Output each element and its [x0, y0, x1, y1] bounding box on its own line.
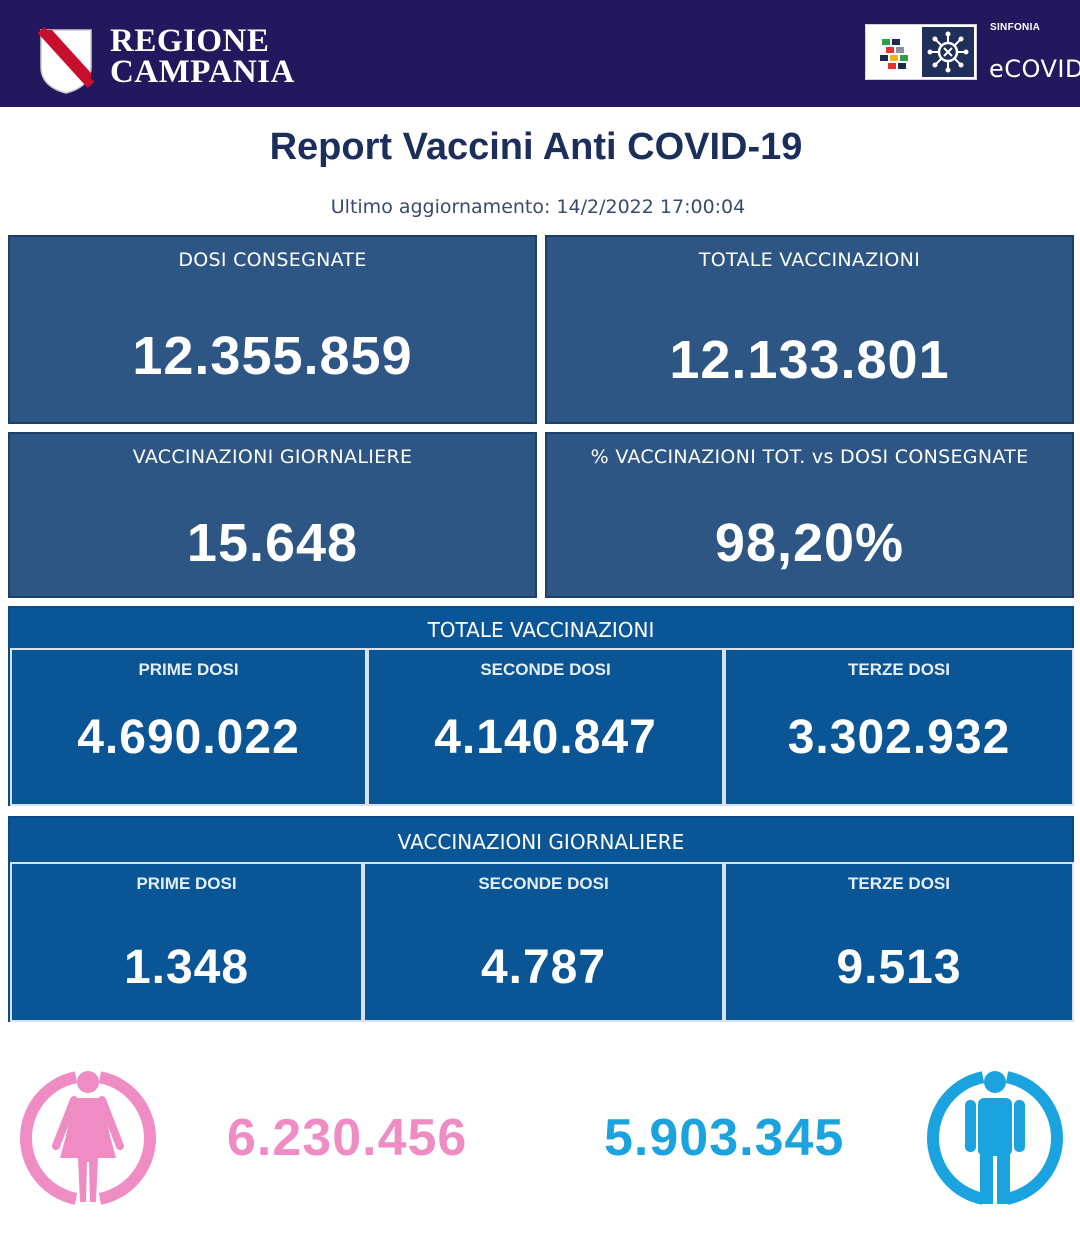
- partner-name: eCOVID: [989, 55, 1080, 83]
- cell-value: 3.302.932: [787, 711, 1011, 764]
- regione-campania-crest-icon: [38, 27, 94, 94]
- tile-value: 98,20%: [714, 513, 905, 573]
- last-updated: Ultimo aggiornamento: 14/2/2022 17:00:04: [330, 196, 746, 218]
- cell-seconde-dosi: SECONDE DOSI 4.787: [363, 862, 724, 1022]
- cell-value: 9.513: [836, 941, 962, 994]
- tile-percentuale: % VACCINAZIONI TOT. vs DOSI CONSEGNATE 9…: [545, 432, 1074, 598]
- tile-dosi-consegnate: DOSI CONSEGNATE 12.355.859: [8, 235, 537, 424]
- female-person-icon: [20, 1067, 156, 1209]
- cell-value: 4.140.847: [434, 711, 657, 764]
- cell-seconde-dosi: SECONDE DOSI 4.140.847: [367, 648, 724, 806]
- sinfonia-blocks-icon: [880, 39, 908, 69]
- cell-label: SECONDE DOSI: [478, 874, 609, 893]
- cell-label: TERZE DOSI: [847, 874, 950, 893]
- male-person-icon: [927, 1067, 1063, 1209]
- panel-heading: TOTALE VACCINAZIONI: [427, 618, 655, 642]
- tile-totale-vaccinazioni: TOTALE VACCINAZIONI 12.133.801: [545, 235, 1074, 424]
- panel-vaccinazioni-giornaliere: VACCINAZIONI GIORNALIERE PRIME DOSI 1.34…: [8, 816, 1074, 1022]
- page-title: Report Vaccini Anti COVID-19: [269, 126, 803, 168]
- tile-value: 12.133.801: [669, 330, 950, 390]
- cell-prime-dosi: PRIME DOSI 1.348: [10, 862, 363, 1022]
- panel-heading: VACCINAZIONI GIORNALIERE: [397, 830, 685, 854]
- tile-vaccinazioni-giornaliere: VACCINAZIONI GIORNALIERE 15.648: [8, 432, 537, 598]
- tile-label: TOTALE VACCINAZIONI: [698, 249, 921, 271]
- cell-label: TERZE DOSI: [847, 660, 950, 679]
- cell-label: SECONDE DOSI: [480, 660, 611, 679]
- tile-label: DOSI CONSEGNATE: [178, 249, 367, 271]
- cell-label: PRIME DOSI: [138, 660, 239, 679]
- cell-label: PRIME DOSI: [136, 874, 237, 893]
- tile-label: % VACCINAZIONI TOT. vs DOSI CONSEGNATE: [590, 446, 1029, 468]
- tile-label: VACCINAZIONI GIORNALIERE: [132, 446, 413, 468]
- header-bar: REGIONE CAMPANIA: [0, 0, 1080, 107]
- tile-value: 12.355.859: [132, 326, 413, 386]
- brand-name: REGIONE CAMPANIA: [110, 23, 295, 90]
- cell-terze-dosi: TERZE DOSI 3.302.932: [724, 648, 1074, 806]
- tile-value: 15.648: [186, 513, 359, 573]
- male-count: 5.903.345: [604, 1109, 845, 1167]
- sinfonia-logo: [865, 24, 977, 80]
- brand-line-2: CAMPANIA: [110, 54, 295, 90]
- virus-icon: [922, 27, 974, 77]
- female-count: 6.230.456: [227, 1109, 468, 1167]
- cell-value: 4.690.022: [77, 711, 300, 764]
- partner-label: SINFONIA: [990, 22, 1041, 33]
- cell-value: 1.348: [123, 941, 250, 994]
- panel-totale-vaccinazioni: TOTALE VACCINAZIONI PRIME DOSI 4.690.022…: [8, 606, 1074, 806]
- brand-line-1: REGIONE: [110, 23, 270, 59]
- cell-terze-dosi: TERZE DOSI 9.513: [724, 862, 1074, 1022]
- cell-prime-dosi: PRIME DOSI 4.690.022: [10, 648, 367, 806]
- cell-value: 4.787: [480, 941, 607, 994]
